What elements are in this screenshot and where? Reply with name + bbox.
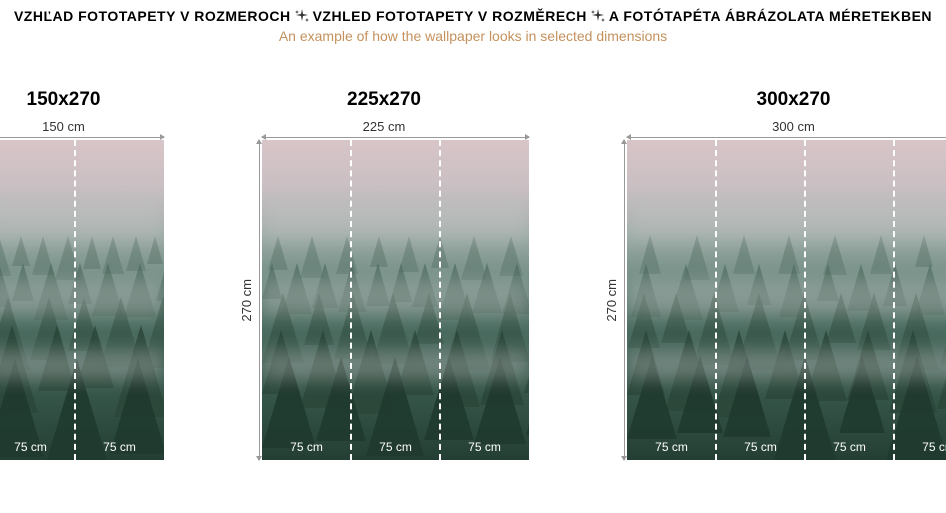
panel-divider: [74, 140, 76, 460]
segment-labels: 75 cm75 cm: [0, 440, 164, 454]
width-arrow: [262, 137, 529, 138]
width-arrow: [627, 137, 946, 138]
panel-150x270: 150x270 150 cm 270 cm75 cm75 cm: [0, 89, 172, 460]
width-label: 150 cm: [42, 119, 85, 134]
title-cz: VZHLED FOTOTAPETY V ROZMĚRECH: [313, 8, 587, 24]
segment-label: 75 cm: [627, 440, 716, 454]
segment-label: 75 cm: [0, 440, 75, 454]
panel-body: 270 cm75 cm75 cm75 cm75 cm: [604, 140, 946, 460]
title-hu: A FOTÓTAPÉTA ÁBRÁZOLATA MÉRETEKBEN: [609, 8, 932, 24]
image-wrap: 75 cm75 cm75 cm75 cm: [627, 140, 946, 460]
header: VZHĽAD FOTOTAPETY V ROZMEROCH VZHLED FOT…: [0, 0, 946, 44]
panel-divider: [893, 140, 895, 460]
title-sk: VZHĽAD FOTOTAPETY V ROZMEROCH: [14, 8, 291, 24]
panel-title: 150x270: [27, 89, 101, 111]
width-label: 300 cm: [772, 119, 815, 134]
panels-container: 150x270150 cm270 cm75 cm75 cm225x270225 …: [0, 89, 946, 460]
segment-label: 75 cm: [716, 440, 805, 454]
width-arrow: [0, 137, 164, 138]
segment-label: 75 cm: [75, 440, 164, 454]
panel-body: 270 cm75 cm75 cm: [0, 140, 164, 460]
forest-image: 75 cm75 cm75 cm75 cm: [627, 140, 946, 460]
segment-label: 75 cm: [894, 440, 946, 454]
segment-label: 75 cm: [351, 440, 440, 454]
image-wrap: 75 cm75 cm75 cm: [262, 140, 529, 460]
sparkle-icon: [591, 9, 605, 23]
panel-300x270: 300x270300 cm270 cm75 cm75 cm75 cm75 cm: [597, 89, 946, 460]
panel-body: 270 cm75 cm75 cm75 cm: [239, 140, 529, 460]
panel-225x270: 225x270225 cm270 cm75 cm75 cm75 cm: [232, 89, 537, 460]
segment-label: 75 cm: [262, 440, 351, 454]
segment-labels: 75 cm75 cm75 cm: [262, 440, 529, 454]
sparkle-icon: [295, 9, 309, 23]
image-wrap: 75 cm75 cm: [0, 140, 164, 460]
height-label: 270 cm: [239, 279, 254, 322]
subtitle: An example of how the wallpaper looks in…: [0, 28, 946, 44]
height-arrow: [624, 140, 625, 460]
segment-labels: 75 cm75 cm75 cm75 cm: [627, 440, 946, 454]
panel-title: 300x270: [757, 89, 831, 111]
panel-divider: [350, 140, 352, 460]
width-label: 225 cm: [363, 119, 406, 134]
panel-divider: [804, 140, 806, 460]
segment-label: 75 cm: [805, 440, 894, 454]
height-arrow: [259, 140, 260, 460]
panel-title: 225x270: [347, 89, 421, 111]
panel-divider: [439, 140, 441, 460]
forest-image: 75 cm75 cm75 cm: [262, 140, 529, 460]
forest-image: 75 cm75 cm: [0, 140, 164, 460]
height-label: 270 cm: [604, 279, 619, 322]
header-multilang-title: VZHĽAD FOTOTAPETY V ROZMEROCH VZHLED FOT…: [0, 8, 946, 24]
panel-divider: [715, 140, 717, 460]
segment-label: 75 cm: [440, 440, 529, 454]
